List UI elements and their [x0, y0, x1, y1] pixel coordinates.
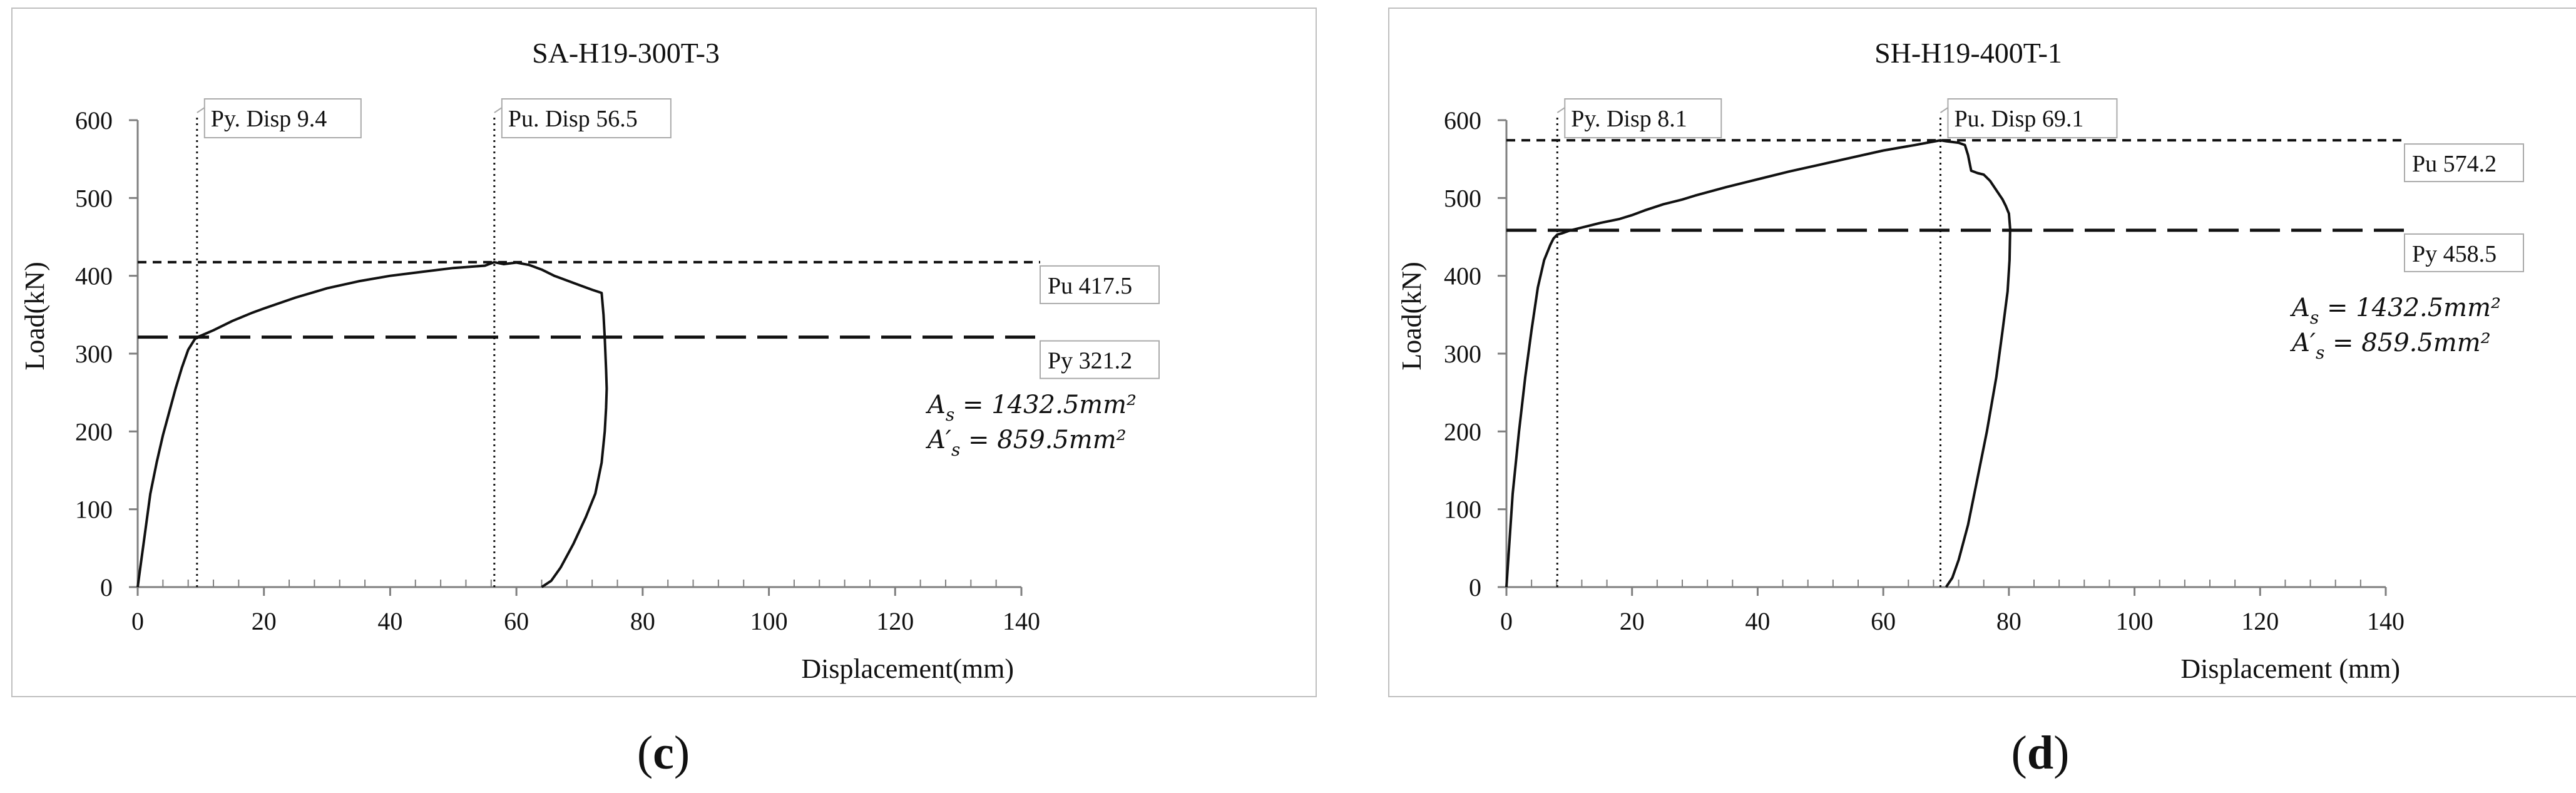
reference-label-box [203, 98, 362, 138]
reference-label: Pu. Disp 56.5 [508, 106, 638, 132]
y-tick-label: 100 [1444, 496, 1481, 524]
reference-label-box [1040, 265, 1160, 304]
reference-label-box [1564, 98, 1722, 138]
chart-title: SH-H19-400T-1 [1874, 37, 2062, 69]
annotation-as-prime: A′s = 859.5mm² [2289, 329, 2491, 363]
y-tick-label: 200 [1444, 417, 1481, 446]
x-tick-label: 120 [2241, 607, 2279, 635]
reference-label-box [501, 98, 672, 138]
y-tick-label: 0 [100, 573, 113, 601]
reference-label: Pu. Disp 69.1 [1954, 106, 2083, 132]
reference-label: Py. Disp 8.1 [1571, 106, 1687, 132]
chart-title: SA-H19-300T-3 [532, 37, 720, 69]
x-tick-label: 80 [630, 607, 655, 635]
y-axis-label: Load(kN) [19, 262, 50, 371]
reference-label-leader [197, 107, 205, 113]
x-tick-label: 60 [1871, 607, 1896, 635]
y-tick-label: 600 [75, 106, 113, 135]
x-axis-label: Displacement(mm) [801, 653, 1014, 684]
reference-label: Pu 417.5 [1048, 273, 1132, 299]
x-tick-label: 40 [1745, 607, 1770, 635]
chart-frame [1388, 8, 2576, 697]
annotation-as: As = 1432.5mm² [925, 391, 1137, 425]
y-tick-label: 400 [1444, 262, 1481, 290]
x-tick-label: 60 [504, 607, 529, 635]
x-tick-label: 0 [1500, 607, 1513, 635]
line-chart-c: SA-H19-300T-3 0 20 40 60 80 100 120 140 0 100 200 30… [19, 37, 1160, 684]
x-tick-label: 100 [2116, 607, 2154, 635]
reference-label-leader [494, 107, 503, 113]
y-tick-label: 600 [1444, 106, 1481, 135]
reference-label: Pu 574.2 [2412, 151, 2497, 177]
annotation-as-prime: A′s = 859.5mm² [925, 426, 1127, 460]
line-chart-d: SH-H19-400T-1 0 20 40 60 80 100 120 140 0 100 200 30… [1396, 37, 2524, 684]
reference-label-leader [1940, 107, 1949, 113]
x-tick-label: 120 [876, 607, 914, 635]
reference-label: Py 458.5 [2412, 241, 2497, 267]
x-tick-label: 20 [252, 607, 277, 635]
caption-d: (d) [2011, 727, 2070, 779]
x-tick-label: 140 [2367, 607, 2405, 635]
annotation-as: As = 1432.5mm² [2289, 294, 2501, 328]
reference-label: Py 321.2 [1048, 348, 1132, 374]
y-axis-label: Load(kN) [1396, 262, 1427, 371]
y-tick-label: 100 [75, 496, 113, 524]
x-tick-label: 80 [1996, 607, 2021, 635]
series-line [1505, 139, 2011, 588]
x-tick-label: 100 [750, 607, 788, 635]
y-tick-label: 500 [1444, 184, 1481, 212]
x-tick-label: 20 [1620, 607, 1645, 635]
y-tick-label: 200 [75, 417, 113, 446]
y-tick-label: 400 [75, 262, 113, 290]
x-tick-label: 40 [377, 607, 402, 635]
x-tick-label: 0 [131, 607, 144, 635]
y-tick-label: 500 [75, 184, 113, 212]
series-line [136, 260, 608, 588]
y-tick-label: 0 [1469, 573, 1481, 601]
caption-c: (c) [636, 727, 690, 779]
x-tick-label: 140 [1003, 607, 1040, 635]
reference-label-box [1040, 340, 1160, 379]
reference-label-box [2404, 233, 2524, 272]
reference-label-leader [1556, 107, 1565, 113]
x-axis-label: Displacement (mm) [2180, 653, 2400, 684]
chart-frame [11, 8, 1317, 697]
reference-label-box [1947, 98, 2118, 138]
y-tick-label: 300 [1444, 340, 1481, 368]
y-tick-label: 300 [75, 340, 113, 368]
reference-label-box [2404, 143, 2524, 183]
reference-label: Py. Disp 9.4 [211, 106, 327, 132]
